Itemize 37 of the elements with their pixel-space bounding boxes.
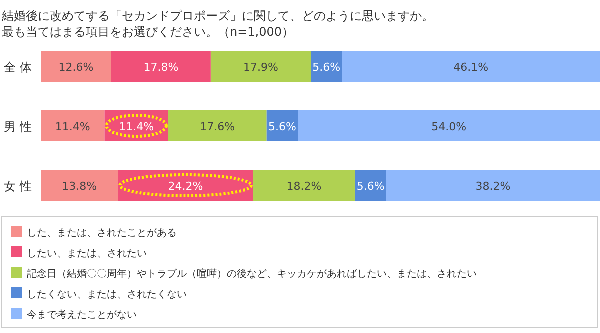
data-label: 5.6% (312, 61, 341, 74)
y-tick-label: 女 性 (4, 180, 32, 194)
bar (41, 170, 118, 201)
bar (41, 51, 112, 82)
data-label: 17.8% (144, 61, 179, 74)
data-label: 17.9% (243, 61, 278, 74)
legend-label: したい、または、されたい (27, 248, 147, 260)
y-tick-label: 男 性 (4, 120, 32, 134)
data-label: 18.2% (286, 180, 322, 193)
bar (168, 110, 267, 142)
bar (41, 110, 105, 142)
data-label: 11.4% (55, 120, 90, 134)
data-label: 12.6% (58, 61, 94, 74)
data-label: 38.2% (476, 180, 511, 193)
bar (253, 170, 356, 201)
bar (210, 51, 311, 82)
chart-title: 結婚後に改めてする「セカンドプロポーズ」に関して、どのように思いますか。 (1, 9, 434, 23)
data-label: 46.1% (454, 61, 489, 74)
bar (386, 170, 600, 201)
legend-label: 記念日（結婚〇〇周年）やトラブル（喧嘩）の後など、キッカケがあればしたい、または、されたい (27, 268, 477, 280)
data-label: 11.4% (119, 120, 154, 134)
bar (298, 110, 600, 142)
legend-label: した、または、されたことがある (27, 228, 177, 239)
bar (355, 170, 386, 201)
chart-subtitle: 最も当てはまる項目をお選びください。（n=1,000） (2, 25, 294, 39)
data-label: 17.6% (200, 120, 236, 134)
legend-label: したくない、または、されたくない (27, 290, 187, 300)
bar (111, 51, 211, 82)
data-label: 13.8% (62, 180, 98, 193)
data-label: 24.2% (168, 180, 204, 193)
data-label: 5.6% (356, 180, 385, 193)
bar (310, 51, 342, 82)
data-label: 54.0% (432, 120, 467, 134)
legend-label: 今まで考えたことがない (27, 309, 137, 321)
y-tick-label: 全 体 (4, 60, 32, 74)
bar (342, 51, 600, 82)
data-label: 5.6% (268, 120, 296, 134)
